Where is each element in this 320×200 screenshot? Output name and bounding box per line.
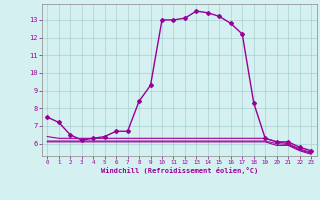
X-axis label: Windchill (Refroidissement éolien,°C): Windchill (Refroidissement éolien,°C) [100, 167, 258, 174]
